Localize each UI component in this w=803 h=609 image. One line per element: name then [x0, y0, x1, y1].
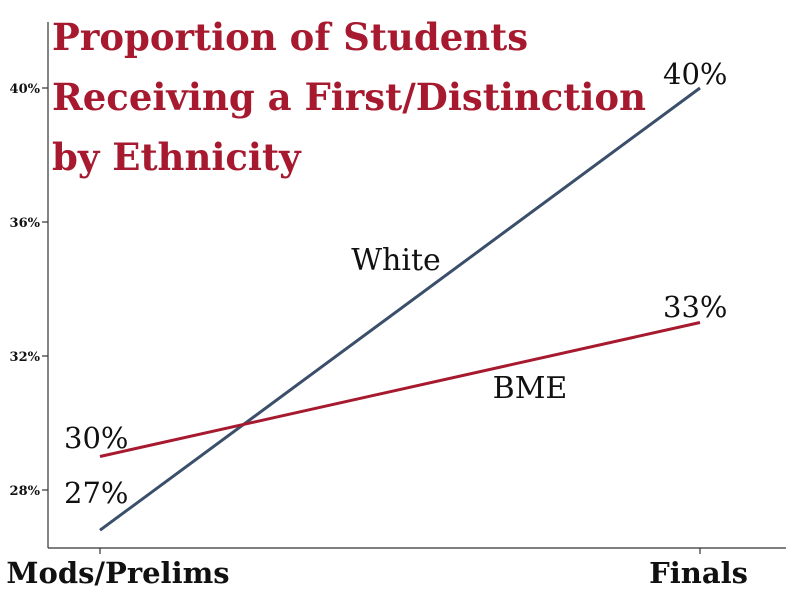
series-name-label: White — [351, 243, 441, 278]
x-ticks: Mods/Prelims Finals — [6, 548, 748, 590]
data-label: 27% — [64, 476, 128, 510]
x-tick-label: Mods/Prelims — [6, 556, 229, 590]
y-tick-label: 40% — [10, 82, 41, 97]
series-line-white — [99, 86, 701, 532]
chart-title-line-2: Receiving a First/Distinction — [52, 75, 646, 119]
series-name-label: BME — [493, 371, 568, 406]
y-ticks: 28% 32% 36% 40% — [10, 82, 48, 499]
series-line-bme — [99, 321, 701, 458]
chart-title: Proportion of Students Receiving a First… — [52, 15, 659, 179]
data-label: 33% — [663, 290, 727, 324]
x-tick-label: Finals — [649, 556, 748, 590]
data-labels: White 27% 40% BME 30% 33% — [64, 57, 727, 510]
y-tick-label: 28% — [10, 484, 41, 499]
y-tick-label: 32% — [10, 350, 41, 365]
series-lines — [99, 86, 701, 532]
chart-title-line-1: Proportion of Students — [52, 15, 528, 59]
chart-title-line-3: by Ethnicity — [52, 135, 302, 179]
y-tick-label: 36% — [10, 216, 41, 231]
data-label: 40% — [663, 57, 727, 91]
data-label: 30% — [64, 421, 128, 455]
